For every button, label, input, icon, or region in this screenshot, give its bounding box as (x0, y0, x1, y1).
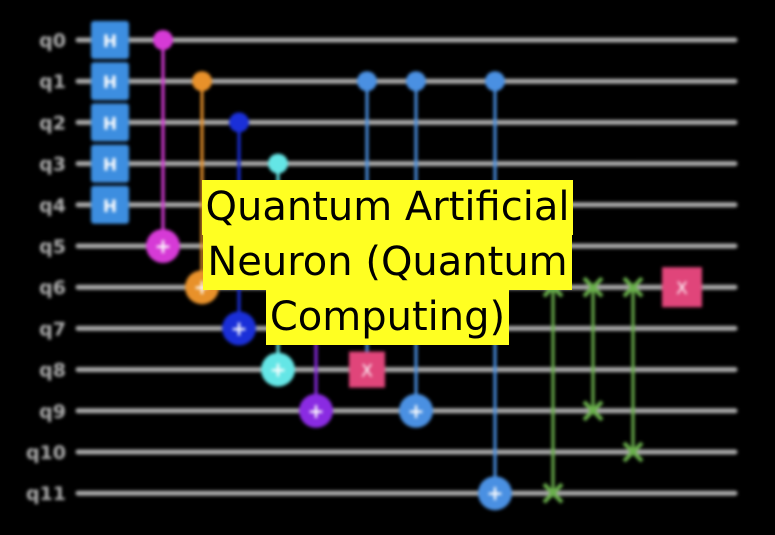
x-gate-label: X (361, 362, 373, 382)
control-dot (229, 112, 249, 133)
cnot-target-icon (399, 393, 433, 428)
title-line-3: Computing) (265, 290, 510, 345)
cnot-target-icon (222, 311, 256, 346)
h-gate-label: H (103, 197, 117, 217)
qubit-label: q4 (39, 195, 66, 217)
plus-label: + (408, 399, 425, 423)
qubit-label: q0 (39, 30, 66, 52)
qubit-label: q2 (39, 112, 66, 134)
h-gate (91, 62, 129, 101)
x-gate-label: X (676, 279, 688, 299)
h-gate-label: H (103, 114, 117, 134)
control-dot (153, 30, 173, 50)
swap-x-icon (622, 441, 644, 463)
cnot-target-icon (478, 476, 512, 511)
control-dot (357, 71, 377, 92)
swap-x-icon (582, 400, 604, 422)
plus-label: + (231, 316, 248, 340)
plus-label: + (270, 358, 287, 382)
qubit-label: q3 (39, 154, 66, 176)
qubit-label: q9 (39, 401, 66, 423)
swap-x-icon (542, 482, 564, 504)
qubit-label: q1 (39, 71, 66, 93)
qubit-label: q8 (39, 360, 66, 382)
control-dot (192, 71, 212, 92)
h-gate-label: H (103, 32, 117, 52)
swap-x-icon (582, 276, 604, 298)
control-dot (406, 71, 426, 92)
qubit-label: q11 (26, 483, 66, 505)
h-gate (91, 103, 129, 142)
plus-label: + (487, 481, 504, 505)
cnot-target-icon (261, 352, 295, 387)
plus-label: + (308, 399, 325, 423)
h-gate (91, 21, 129, 59)
qubit-label: q10 (26, 442, 66, 464)
title-banner: Quantum Artificial Neuron (Quantum Compu… (0, 180, 775, 345)
h-gate (91, 185, 129, 224)
title-line-2: Neuron (Quantum (203, 235, 572, 290)
cnot-target-icon (146, 229, 180, 263)
x-gate (349, 351, 385, 388)
qubit-label: q5 (39, 236, 66, 258)
plus-label: + (155, 234, 172, 258)
control-dot (268, 153, 288, 174)
title-line-1: Quantum Artificial (201, 180, 574, 235)
h-gate-label: H (103, 73, 117, 93)
control-dot (485, 71, 505, 92)
h-gate (91, 144, 129, 183)
qubit-label: q7 (39, 318, 66, 340)
swap-x-icon (622, 276, 644, 298)
x-gate (662, 267, 702, 308)
h-gate-label: H (103, 156, 117, 176)
qubit-label: q6 (39, 277, 66, 299)
cnot-target-icon (299, 393, 333, 428)
